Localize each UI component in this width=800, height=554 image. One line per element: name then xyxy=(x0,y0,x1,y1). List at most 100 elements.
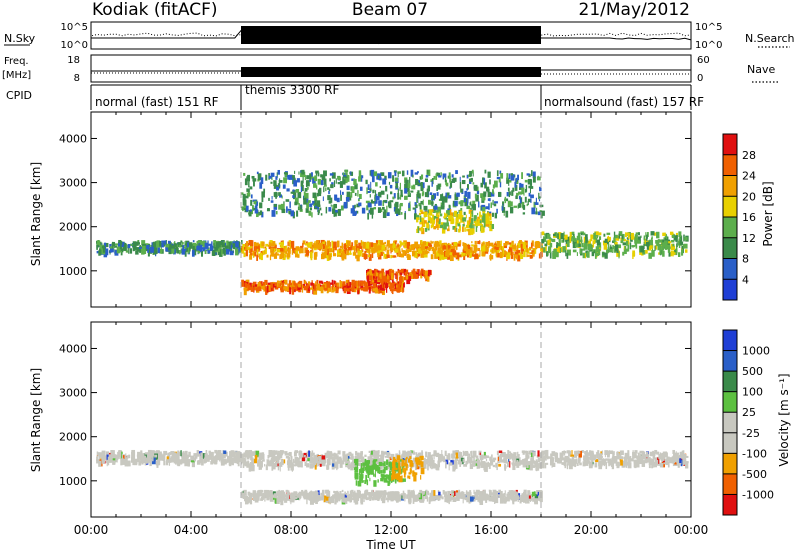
scatter-cell xyxy=(368,254,372,261)
scatter-cell xyxy=(335,178,337,184)
scatter-cell xyxy=(310,249,312,252)
scatter-cell xyxy=(222,450,224,454)
scatter-cell xyxy=(272,283,277,288)
scatter-cell xyxy=(224,245,229,249)
scatter-cell xyxy=(255,245,257,253)
scatter-cell xyxy=(333,248,335,256)
scatter-cell xyxy=(334,209,338,213)
scatter-cell xyxy=(669,231,674,235)
scatter-cell xyxy=(679,241,684,245)
scatter-cell xyxy=(489,456,492,461)
scatter-cell xyxy=(401,170,405,177)
scatter-cell xyxy=(517,255,521,262)
scatter-cell xyxy=(490,223,495,229)
scatter-cell xyxy=(419,205,422,210)
scatter-cell xyxy=(475,250,477,256)
scatter-cell xyxy=(251,245,253,252)
scatter-cell xyxy=(298,283,301,288)
scatter-cell xyxy=(386,462,388,466)
scatter-cell xyxy=(613,237,616,242)
scatter-cell xyxy=(164,240,167,245)
scatter-cell xyxy=(381,474,385,480)
scatter-cell xyxy=(535,211,538,215)
scatter-cell xyxy=(244,245,248,251)
scatter-cell xyxy=(606,232,611,235)
scatter-cell xyxy=(253,207,256,211)
scatter-cell xyxy=(346,185,350,191)
scatter-cell xyxy=(247,491,250,494)
scatter-cell xyxy=(414,464,417,471)
scatter-cell xyxy=(461,180,466,185)
scatter-cell xyxy=(365,474,368,482)
scatter-cell xyxy=(396,251,400,255)
scatter-cell xyxy=(430,240,432,245)
scatter-cell xyxy=(298,171,300,175)
scatter-cell xyxy=(217,250,220,256)
scatter-cell xyxy=(621,235,624,239)
scatter-cell xyxy=(253,494,256,500)
scatter-cell xyxy=(351,186,355,193)
scatter-cell xyxy=(652,247,654,252)
scatter-cell xyxy=(436,185,438,191)
scatter-cell xyxy=(299,248,304,254)
scatter-cell xyxy=(170,451,175,455)
scatter-cell xyxy=(477,247,480,251)
scatter-cell xyxy=(443,222,447,230)
scatter-cell xyxy=(374,474,376,477)
scatter-cell xyxy=(298,493,302,498)
scatter-cell xyxy=(151,457,156,465)
scatter-cell xyxy=(465,497,467,500)
scatter-cell xyxy=(490,224,492,231)
scatter-cell xyxy=(325,489,330,494)
scatter-cell xyxy=(380,450,384,455)
scatter-cell xyxy=(408,202,410,209)
scatter-cell xyxy=(420,226,424,232)
scatter-cell xyxy=(357,497,360,501)
scatter-cell xyxy=(196,241,199,245)
scatter-cell xyxy=(544,233,547,238)
scatter-cell xyxy=(281,208,286,214)
scatter-cell xyxy=(540,247,545,253)
scatter-cell xyxy=(280,287,283,291)
scatter-cell xyxy=(121,244,124,248)
scatter-cell xyxy=(440,172,442,177)
scatter-cell xyxy=(145,248,149,252)
scatter-cell xyxy=(310,282,314,286)
freq-tick-bottom: 8 xyxy=(74,73,80,84)
scatter-cell xyxy=(456,227,458,232)
scatter-cell xyxy=(313,455,317,459)
scatter-cell xyxy=(667,248,671,253)
nsky-tick-top: 10^5 xyxy=(61,22,88,33)
scatter-cell xyxy=(338,249,342,254)
scatter-cell xyxy=(470,218,474,224)
scatter-cell xyxy=(379,251,383,256)
scatter-cell xyxy=(254,251,257,257)
scatter-cell xyxy=(602,252,606,256)
scatter-cell xyxy=(522,204,526,210)
scatter-cell xyxy=(235,248,239,256)
scatter-cell xyxy=(168,244,172,251)
scatter-cell xyxy=(368,209,371,214)
scatter-cell xyxy=(457,223,461,227)
scatter-cell xyxy=(417,273,422,276)
scatter-cell xyxy=(399,182,402,190)
scatter-cell xyxy=(117,241,121,249)
scatter-cell xyxy=(583,243,588,250)
scatter-cell xyxy=(375,190,377,197)
scatter-cell xyxy=(243,288,247,296)
scatter-cell xyxy=(416,197,418,204)
scatter-cell xyxy=(240,456,244,464)
scatter-cell xyxy=(331,453,335,457)
scatter-cell xyxy=(393,461,398,466)
scatter-cell xyxy=(331,279,334,285)
scatter-cell xyxy=(503,213,505,216)
scatter-cell xyxy=(427,269,432,276)
scatter-cell xyxy=(409,201,411,205)
scatter-cell xyxy=(539,186,542,192)
scatter-cell xyxy=(417,269,420,274)
scatter-cell xyxy=(242,457,246,461)
scatter-cell xyxy=(368,492,371,495)
scatter-cell xyxy=(337,181,342,185)
scatter-cell xyxy=(192,242,197,247)
